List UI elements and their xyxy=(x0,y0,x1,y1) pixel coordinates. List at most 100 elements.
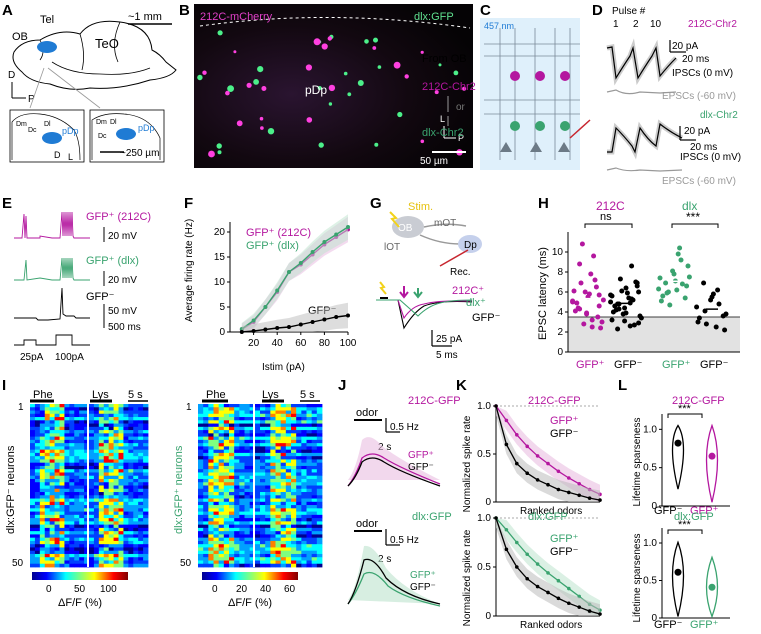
heatmap-cell xyxy=(98,485,105,490)
heatmap-cell xyxy=(44,511,51,516)
heatmap-cell xyxy=(89,407,95,411)
heatmap-cell xyxy=(301,505,307,509)
heatmap-cell xyxy=(301,439,307,444)
heatmap-cell xyxy=(49,420,55,424)
heatmap-cell xyxy=(229,446,235,451)
heatmap-cell xyxy=(44,518,51,522)
panel-d: D Pulse # 1 2 10 212C-Chr2 20 pA 20 ms I… xyxy=(592,2,741,187)
heatmap-cell xyxy=(311,544,318,548)
heatmap-cell xyxy=(275,452,282,457)
heatmap-cell xyxy=(39,413,46,418)
phe-label: Phe xyxy=(33,389,53,401)
heatmap-cell xyxy=(270,485,276,490)
heatmap-cell xyxy=(64,417,70,421)
heatmap-cell xyxy=(79,410,85,415)
heatmap-cell xyxy=(128,560,134,565)
heatmap-cell xyxy=(49,514,55,519)
heatmap-cell xyxy=(203,485,209,490)
heatmap-cell xyxy=(316,443,323,447)
heatmap-cell xyxy=(270,521,276,526)
heatmap-cell xyxy=(223,547,230,552)
heatmap-cell xyxy=(69,498,75,503)
heatmap-cell xyxy=(98,423,105,428)
heatmap-cell xyxy=(123,443,129,447)
heatmap-cell xyxy=(108,537,114,542)
heatmap-cell xyxy=(118,426,124,431)
neg-top: GFP⁻ xyxy=(408,462,434,473)
heatmap-cell xyxy=(89,404,95,408)
heatmap-cell xyxy=(239,518,245,522)
data-point xyxy=(675,251,681,257)
heatmap-cell xyxy=(301,544,307,548)
heatmap-cell xyxy=(30,498,36,503)
heatmap-cell xyxy=(133,439,139,444)
heatmap-cell xyxy=(113,511,119,516)
heatmap-cells xyxy=(30,404,149,568)
heatmap-cell xyxy=(138,521,144,526)
heatmap-cell xyxy=(103,465,110,470)
heatmap-cell xyxy=(103,449,110,454)
heatmap-cell xyxy=(239,501,245,506)
data-point xyxy=(588,271,594,277)
heatmap-cell xyxy=(291,540,297,545)
mcherry-cell xyxy=(420,139,425,144)
heatmap-cell xyxy=(113,433,119,437)
heatmap-cell xyxy=(79,511,85,516)
heatmap-cell xyxy=(291,478,297,483)
heatmap-cell xyxy=(59,498,65,503)
heatmap-cell xyxy=(44,469,51,473)
heatmap-cell xyxy=(280,410,287,415)
pos-top: GFP⁺ xyxy=(408,450,434,461)
heatmap-cell xyxy=(213,511,220,516)
data-point xyxy=(696,315,702,321)
heatmap-cell xyxy=(213,410,220,415)
mcherry-cell xyxy=(208,150,215,158)
heatmap-cell xyxy=(291,430,297,434)
heatmap-cell xyxy=(275,475,282,480)
heatmap-cell xyxy=(285,511,292,516)
heatmap-cell xyxy=(208,524,214,529)
heatmap-cell xyxy=(270,456,276,460)
heatmap-cell xyxy=(59,550,65,555)
heatmap-cell xyxy=(84,505,90,509)
heatmap-cell xyxy=(301,524,307,529)
y-tick-label: 20 xyxy=(214,227,226,238)
heatmap-cell xyxy=(64,413,70,418)
heatmap-cell xyxy=(113,560,119,565)
sig-top: *** xyxy=(678,403,692,415)
heatmap-cell xyxy=(249,407,256,411)
heatmap-cell xyxy=(138,459,144,464)
heatmap-cell xyxy=(34,465,41,470)
heatmap-cell xyxy=(89,472,95,477)
heatmap-cell xyxy=(265,475,271,480)
heatmap-cell xyxy=(316,547,323,552)
panel-j: J 212C-GFP odor 0.5 Hz 2 s GFP⁺ GFP⁻ dlx… xyxy=(338,377,461,607)
inset-left-region-label: pDp xyxy=(62,126,79,136)
heatmap-cell xyxy=(30,459,36,464)
heatmap-cell xyxy=(103,514,110,519)
dp-shape xyxy=(458,235,482,253)
heatmap-cell xyxy=(285,439,292,444)
heatmap-cell xyxy=(74,413,80,418)
heatmap-cell xyxy=(69,446,75,451)
heatmap-cell xyxy=(118,430,124,434)
heatmap-cell xyxy=(133,518,139,522)
heatmap-cell xyxy=(311,550,318,555)
heatmap-cell xyxy=(93,508,100,512)
data-point xyxy=(504,442,509,447)
heatmap-cell xyxy=(54,544,60,548)
heatmap-cell xyxy=(203,462,209,467)
heatmap-cell xyxy=(208,495,214,499)
heatmap-cell xyxy=(69,420,75,424)
heatmap-cell xyxy=(123,518,129,522)
heatmap-cell xyxy=(198,508,204,512)
heatmap-cell xyxy=(296,410,302,415)
heatmap-cell xyxy=(44,485,51,490)
heatmap-cell xyxy=(44,465,51,470)
heatmap-cell xyxy=(306,443,313,447)
median-point xyxy=(708,452,716,460)
heatmap-cell xyxy=(138,550,144,555)
heatmap-cell xyxy=(138,423,144,428)
heatmap-cell xyxy=(113,518,119,522)
heatmap-cell xyxy=(316,482,323,486)
